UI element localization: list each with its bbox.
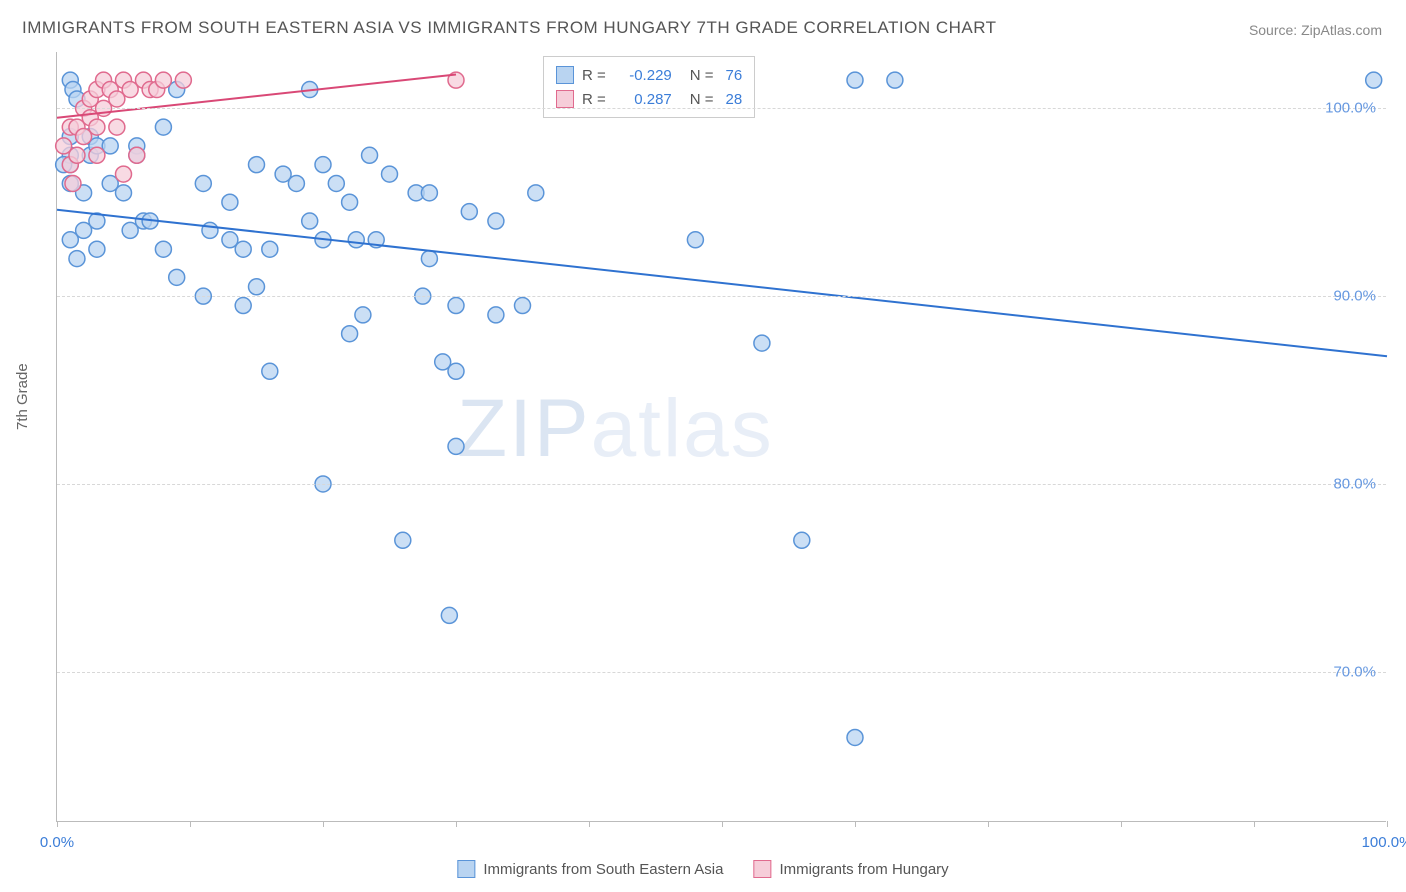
- data-point: [488, 307, 504, 323]
- data-point: [175, 72, 191, 88]
- data-point: [155, 119, 171, 135]
- x-tick: [1254, 821, 1255, 827]
- data-point: [262, 241, 278, 257]
- data-point: [109, 119, 125, 135]
- x-tick-label: 100.0%: [1362, 834, 1406, 851]
- data-point: [302, 213, 318, 229]
- data-point: [235, 241, 251, 257]
- y-tick-label: 100.0%: [1325, 100, 1376, 117]
- data-point: [488, 213, 504, 229]
- data-point: [262, 363, 278, 379]
- data-point: [328, 175, 344, 191]
- legend-row-series1: R = -0.229 N = 76: [556, 63, 742, 87]
- scatter-svg: [57, 52, 1386, 821]
- x-tick: [988, 821, 989, 827]
- data-point: [847, 72, 863, 88]
- data-point: [195, 175, 211, 191]
- data-point: [528, 185, 544, 201]
- data-point: [249, 279, 265, 295]
- data-point: [448, 438, 464, 454]
- data-point: [342, 326, 358, 342]
- legend-swatch-series2: [556, 90, 574, 108]
- legend-swatch-series1: [556, 66, 574, 84]
- x-tick: [1121, 821, 1122, 827]
- data-point: [421, 185, 437, 201]
- data-point: [362, 147, 378, 163]
- data-point: [355, 307, 371, 323]
- data-point: [342, 194, 358, 210]
- data-point: [515, 298, 531, 314]
- r-label-2: R =: [582, 91, 606, 108]
- x-tick: [1387, 821, 1388, 827]
- data-point: [687, 232, 703, 248]
- x-tick: [722, 821, 723, 827]
- bottom-legend: Immigrants from South Eastern Asia Immig…: [457, 860, 948, 878]
- bottom-legend-item-2: Immigrants from Hungary: [753, 860, 948, 878]
- data-point: [887, 72, 903, 88]
- bottom-swatch-2: [753, 860, 771, 878]
- x-tick: [190, 821, 191, 827]
- source-label: Source: ZipAtlas.com: [1249, 22, 1382, 38]
- data-point: [69, 251, 85, 267]
- x-tick-label: 0.0%: [40, 834, 74, 851]
- data-point: [754, 335, 770, 351]
- y-tick-label: 90.0%: [1333, 288, 1376, 305]
- data-point: [288, 175, 304, 191]
- data-point: [89, 119, 105, 135]
- data-point: [441, 607, 457, 623]
- data-point: [89, 241, 105, 257]
- bottom-legend-item-1: Immigrants from South Eastern Asia: [457, 860, 723, 878]
- plot-area: ZIPatlas R = -0.229 N = 76 R = 0.287 N =…: [56, 52, 1386, 822]
- gridline-h: [57, 484, 1386, 485]
- gridline-h: [57, 672, 1386, 673]
- bottom-swatch-1: [457, 860, 475, 878]
- data-point: [421, 251, 437, 267]
- n-value-1: 76: [726, 67, 743, 84]
- n-label-1: N =: [690, 67, 714, 84]
- data-point: [382, 166, 398, 182]
- x-tick: [57, 821, 58, 827]
- x-tick: [589, 821, 590, 827]
- r-value-2: 0.287: [618, 91, 672, 108]
- data-point: [222, 194, 238, 210]
- data-point: [847, 729, 863, 745]
- bottom-legend-label-1: Immigrants from South Eastern Asia: [483, 861, 723, 878]
- y-axis-label: 7th Grade: [14, 363, 31, 430]
- y-tick-label: 70.0%: [1333, 663, 1376, 680]
- data-point: [235, 298, 251, 314]
- data-point: [69, 147, 85, 163]
- y-tick-label: 80.0%: [1333, 475, 1376, 492]
- bottom-legend-label-2: Immigrants from Hungary: [779, 861, 948, 878]
- data-point: [1366, 72, 1382, 88]
- data-point: [249, 157, 265, 173]
- data-point: [116, 166, 132, 182]
- x-tick: [456, 821, 457, 827]
- data-point: [794, 532, 810, 548]
- data-point: [116, 185, 132, 201]
- n-label-2: N =: [690, 91, 714, 108]
- data-point: [348, 232, 364, 248]
- gridline-h: [57, 108, 1386, 109]
- data-point: [129, 147, 145, 163]
- x-tick: [855, 821, 856, 827]
- gridline-h: [57, 296, 1386, 297]
- data-point: [448, 363, 464, 379]
- data-point: [65, 175, 81, 191]
- r-label-1: R =: [582, 67, 606, 84]
- n-value-2: 28: [726, 91, 743, 108]
- r-value-1: -0.229: [618, 67, 672, 84]
- data-point: [315, 157, 331, 173]
- data-point: [89, 147, 105, 163]
- data-point: [202, 222, 218, 238]
- data-point: [448, 298, 464, 314]
- x-tick: [323, 821, 324, 827]
- data-point: [395, 532, 411, 548]
- data-point: [169, 269, 185, 285]
- data-point: [155, 72, 171, 88]
- chart-title: IMMIGRANTS FROM SOUTH EASTERN ASIA VS IM…: [22, 18, 997, 38]
- data-point: [155, 241, 171, 257]
- data-point: [461, 204, 477, 220]
